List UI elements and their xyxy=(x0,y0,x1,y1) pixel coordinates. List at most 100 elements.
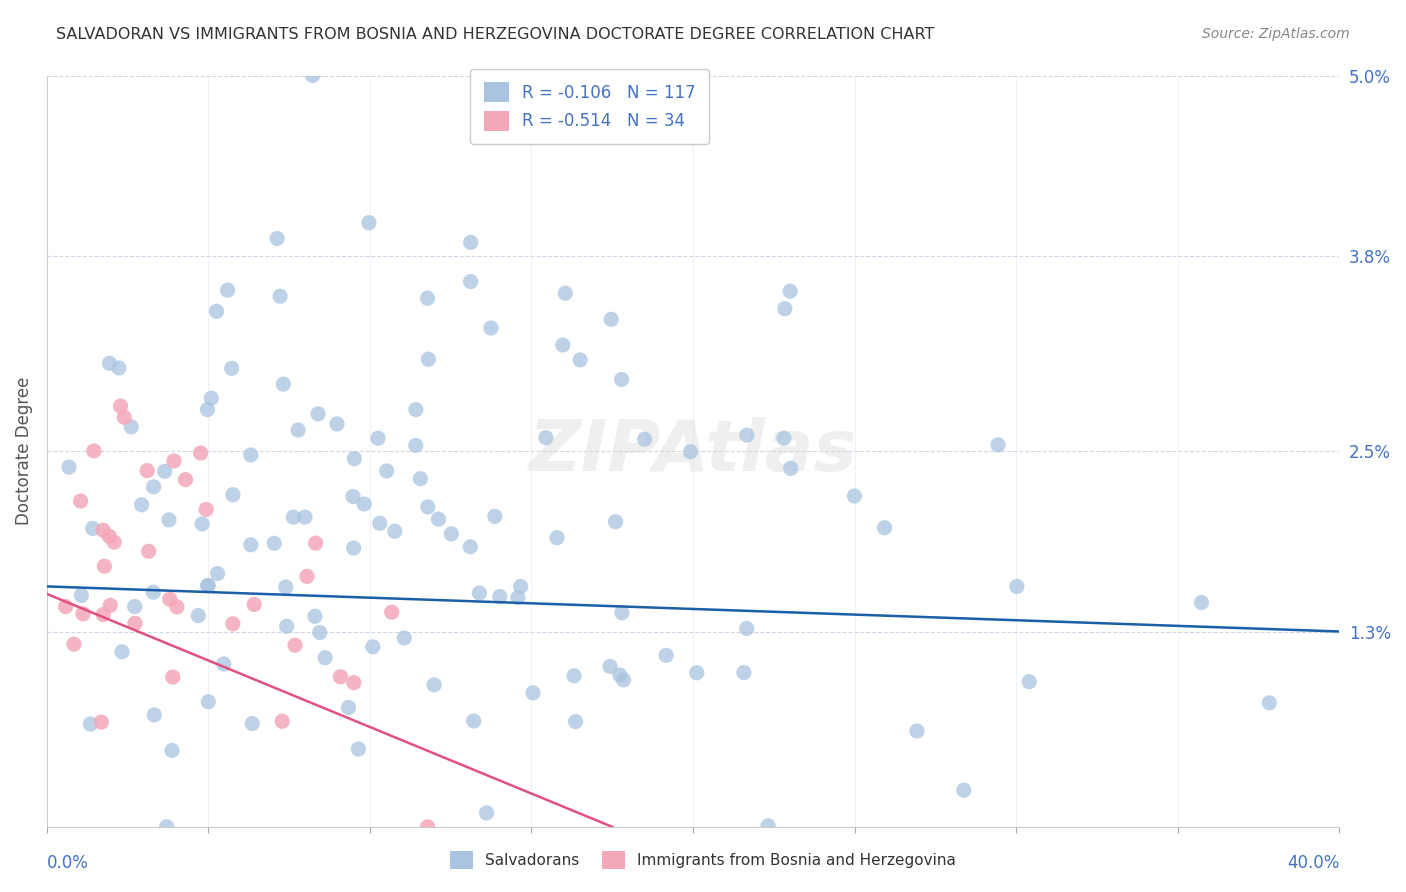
Legend: Salvadorans, Immigrants from Bosnia and Herzegovina: Salvadorans, Immigrants from Bosnia and … xyxy=(444,845,962,875)
Point xyxy=(633,432,655,446)
Point xyxy=(475,805,498,820)
Point xyxy=(93,559,115,574)
Point xyxy=(905,723,928,738)
Point xyxy=(609,668,631,682)
Point xyxy=(873,521,896,535)
Point xyxy=(735,621,758,635)
Point xyxy=(243,598,266,612)
Point xyxy=(124,616,146,631)
Point xyxy=(283,510,305,524)
Point xyxy=(63,637,86,651)
Point xyxy=(564,714,586,729)
Point xyxy=(138,544,160,558)
Point xyxy=(58,460,80,475)
Point xyxy=(307,407,329,421)
Point xyxy=(460,275,482,289)
Point xyxy=(197,578,219,592)
Point xyxy=(174,473,197,487)
Point xyxy=(773,301,796,316)
Point xyxy=(418,352,440,367)
Point xyxy=(271,714,294,729)
Point xyxy=(217,283,239,297)
Point xyxy=(221,361,243,376)
Point xyxy=(162,670,184,684)
Point xyxy=(479,321,502,335)
Point xyxy=(546,531,568,545)
Point xyxy=(207,566,229,581)
Point xyxy=(610,606,633,620)
Point xyxy=(91,523,114,537)
Point xyxy=(108,361,131,376)
Point xyxy=(551,338,574,352)
Point xyxy=(735,428,758,442)
Point xyxy=(157,513,180,527)
Point xyxy=(844,489,866,503)
Point xyxy=(506,591,529,605)
Point xyxy=(142,480,165,494)
Point xyxy=(522,686,544,700)
Point xyxy=(273,377,295,392)
Point xyxy=(605,515,627,529)
Point xyxy=(70,588,93,602)
Point xyxy=(69,494,91,508)
Point xyxy=(416,291,439,305)
Point xyxy=(197,402,219,417)
Point xyxy=(103,535,125,549)
Point xyxy=(159,592,181,607)
Point xyxy=(987,438,1010,452)
Y-axis label: Doctorate Degree: Doctorate Degree xyxy=(15,377,32,525)
Point xyxy=(343,451,366,466)
Point xyxy=(337,700,360,714)
Point xyxy=(612,673,634,687)
Point xyxy=(190,446,212,460)
Point xyxy=(733,665,755,680)
Point xyxy=(91,607,114,622)
Point xyxy=(329,670,352,684)
Legend: R = -0.106   N = 117, R = -0.514   N = 34: R = -0.106 N = 117, R = -0.514 N = 34 xyxy=(471,69,709,145)
Point xyxy=(440,527,463,541)
Point xyxy=(367,431,389,445)
Text: ZIPAtlas: ZIPAtlas xyxy=(529,417,858,485)
Point xyxy=(484,509,506,524)
Point xyxy=(368,516,391,531)
Point xyxy=(200,391,222,405)
Point xyxy=(187,608,209,623)
Point xyxy=(343,541,366,555)
Point xyxy=(269,289,291,303)
Point xyxy=(304,536,326,550)
Point xyxy=(384,524,406,539)
Point xyxy=(197,695,219,709)
Point xyxy=(160,743,183,757)
Point xyxy=(460,235,482,250)
Point xyxy=(779,284,801,298)
Point xyxy=(361,640,384,654)
Point xyxy=(284,638,307,652)
Point xyxy=(655,648,678,663)
Point xyxy=(314,650,336,665)
Text: 40.0%: 40.0% xyxy=(1286,854,1339,871)
Point xyxy=(90,715,112,730)
Point xyxy=(304,609,326,624)
Point xyxy=(166,599,188,614)
Text: SALVADORAN VS IMMIGRANTS FROM BOSNIA AND HERZEGOVINA DOCTORATE DEGREE CORRELATIO: SALVADORAN VS IMMIGRANTS FROM BOSNIA AND… xyxy=(56,27,935,42)
Point xyxy=(111,645,134,659)
Point xyxy=(98,529,121,543)
Point xyxy=(120,420,142,434)
Point xyxy=(222,488,245,502)
Point xyxy=(110,399,132,413)
Point xyxy=(686,665,709,680)
Point xyxy=(212,657,235,671)
Point xyxy=(55,599,77,614)
Point xyxy=(347,742,370,756)
Point xyxy=(509,580,531,594)
Point xyxy=(779,461,801,475)
Point xyxy=(205,304,228,318)
Text: 0.0%: 0.0% xyxy=(46,854,89,871)
Point xyxy=(357,216,380,230)
Point xyxy=(191,516,214,531)
Point xyxy=(156,820,179,834)
Point xyxy=(197,579,219,593)
Point xyxy=(600,312,623,326)
Point xyxy=(554,286,576,301)
Point xyxy=(124,599,146,614)
